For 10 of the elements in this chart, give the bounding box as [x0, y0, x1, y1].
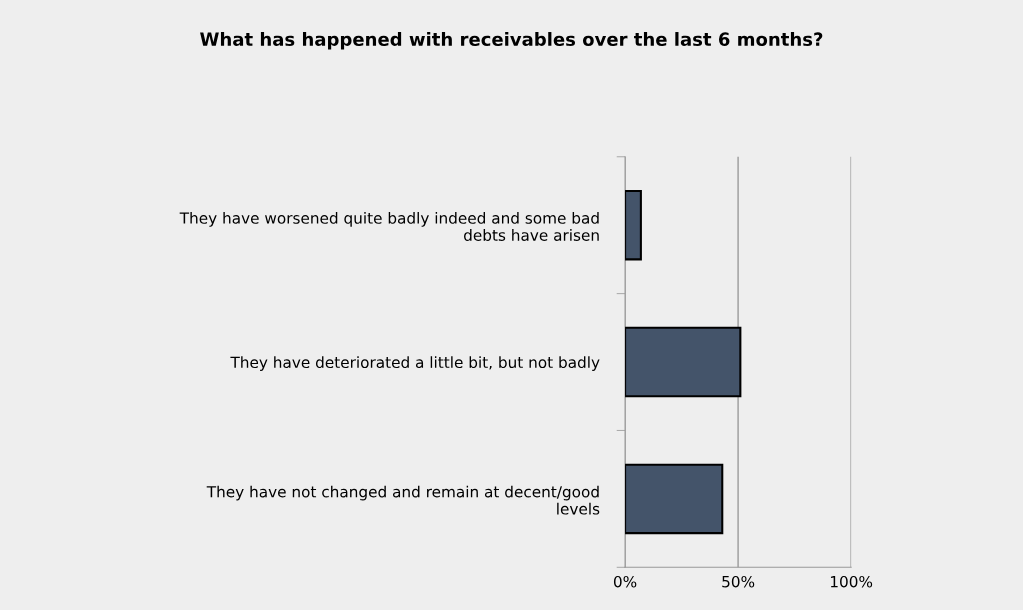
- chart-title: What has happened with receivables over the last 6 months?: [200, 32, 823, 50]
- bar: [625, 326, 742, 398]
- x-tick-label: 100%: [830, 575, 873, 588]
- x-tick-label: 50%: [722, 575, 755, 588]
- bar: [625, 463, 724, 535]
- y-tick-label: They have worsened quite badly indeed and some bad debts have arisen: [179, 211, 599, 241]
- y-tick-label: They have deteriorated a little bit, but not badly: [230, 356, 600, 372]
- y-tick-label: They have not changed and remain at decent/good levels: [206, 485, 600, 515]
- x-tick-label: 0%: [613, 575, 637, 588]
- bar: [625, 189, 642, 261]
